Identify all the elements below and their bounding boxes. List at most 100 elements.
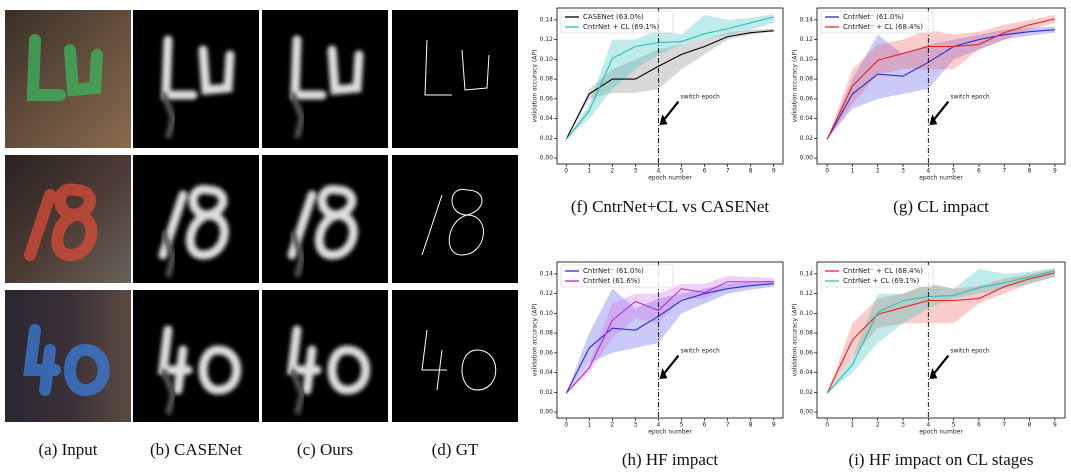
annotation-arrowhead (659, 368, 668, 379)
y-tick-label: 0.02 (800, 389, 814, 396)
y-tick-label: 0.12 (540, 290, 554, 297)
x-axis-label: epoch number (648, 429, 692, 436)
y-tick-label: 0.12 (540, 36, 554, 43)
legend-label: CntrNet⁻ (61.0%) (843, 13, 904, 21)
y-tick-label: 0.10 (540, 310, 554, 317)
x-tick-label: 1 (587, 168, 591, 175)
confidence-band (827, 14, 1055, 140)
y-tick-label: 0.00 (540, 409, 554, 416)
edge-map (392, 155, 518, 283)
annotation-arrow (662, 354, 680, 376)
legend-label: CntrNet + CL (69.1%) (843, 277, 920, 285)
y-tick-label: 0.08 (540, 76, 554, 83)
x-tick-label: 6 (977, 168, 981, 175)
series-line (826, 270, 1056, 394)
x-tick-label: 1 (851, 422, 855, 429)
legend-box (820, 10, 934, 34)
x-tick-label: 5 (952, 422, 956, 429)
y-tick-label: 0.06 (540, 95, 554, 102)
x-axis-label: epoch number (648, 175, 692, 182)
legend-box (560, 10, 674, 34)
x-tick-label: 9 (772, 422, 776, 429)
x-tick-label: 7 (1002, 168, 1006, 175)
y-tick-label: 0.04 (540, 369, 554, 376)
edge-noise (160, 91, 177, 139)
x-tick-label: 5 (952, 168, 956, 175)
edge-noise (289, 368, 306, 415)
confidence-band (566, 275, 774, 394)
edge-map (392, 10, 518, 148)
legend-label: CntrNet (61.6%) (583, 277, 640, 285)
edge-noise (289, 91, 306, 139)
y-tick-label: 0.04 (800, 369, 814, 376)
gt-outline (421, 329, 497, 391)
edge-map (392, 290, 518, 422)
label-overlay (23, 324, 110, 397)
confidence-band (827, 26, 1055, 140)
y-axis-label: validation accuracy (AP) (532, 50, 539, 123)
x-tick-label: 1 (587, 422, 591, 429)
y-tick-label: 0.00 (800, 409, 814, 416)
x-tick-label: 6 (977, 422, 981, 429)
x-tick-label: 0 (825, 422, 829, 429)
y-tick-label: 0.02 (800, 135, 814, 142)
plot-frame (556, 7, 784, 165)
edge-map (262, 290, 388, 422)
y-tick-label: 0.06 (800, 349, 814, 356)
y-tick-label: 0.00 (800, 155, 814, 162)
annotation-arrowhead (929, 368, 938, 379)
series-line (826, 29, 1055, 140)
gt-outline (424, 39, 490, 96)
y-tick-label: 0.06 (800, 95, 814, 102)
annotation: switch epoch (680, 93, 720, 100)
x-tick-label: 0 (564, 422, 568, 429)
y-tick-label: 0.02 (540, 135, 554, 142)
legend-box (560, 264, 674, 288)
x-tick-label: 5 (680, 422, 684, 429)
y-tick-label: 0.14 (540, 16, 554, 23)
legend-box (820, 264, 934, 288)
x-tick-label: 0 (564, 168, 568, 175)
x-tick-label: 3 (633, 168, 637, 175)
x-tick-label: 9 (1053, 168, 1057, 175)
annotation: switch epoch (950, 347, 990, 354)
chart-caption: (f) CntrNet+CL vs CASENet (571, 197, 770, 216)
x-axis-label: epoch number (919, 175, 963, 182)
x-tick-label: 8 (1028, 422, 1032, 429)
series-line (565, 281, 774, 394)
x-tick-label: 8 (1028, 168, 1032, 175)
y-tick-label: 0.02 (540, 389, 554, 396)
x-tick-label: 4 (926, 168, 930, 175)
confidence-band (566, 28, 774, 140)
legend-label: CntrNet⁻ + CL (68.4%) (843, 23, 923, 31)
x-tick-label: 2 (610, 168, 614, 175)
y-tick-label: 0.12 (800, 290, 814, 297)
chart-caption: (i) HF impact on CL stages (849, 450, 1034, 469)
annotation-arrowhead (659, 114, 668, 125)
confidence-band (827, 267, 1055, 394)
legend-label: CntrNet⁻ + CL (68.4%) (843, 267, 923, 275)
y-tick-label: 0.12 (800, 36, 814, 43)
x-tick-label: 8 (749, 422, 753, 429)
y-tick-label: 0.04 (540, 115, 554, 122)
x-tick-label: 7 (726, 422, 730, 429)
y-tick-label: 0.00 (540, 155, 554, 162)
x-tick-label: 3 (901, 168, 905, 175)
gt-outline (421, 189, 484, 256)
y-axis-label: validation accuracy (AP) (532, 304, 539, 377)
x-tick-label: 8 (749, 168, 753, 175)
label-overlay (26, 34, 103, 101)
series-line (826, 272, 1056, 394)
y-tick-label: 0.10 (540, 56, 554, 63)
x-tick-label: 2 (610, 422, 614, 429)
y-tick-label: 0.06 (540, 349, 554, 356)
y-tick-label: 0.08 (800, 76, 814, 83)
x-tick-label: 3 (901, 422, 905, 429)
x-tick-label: 2 (876, 168, 880, 175)
x-tick-label: 4 (657, 422, 661, 429)
panel-caption: (a) Input (38, 440, 97, 459)
label-overlay (24, 183, 98, 262)
panel-caption: (b) CASENet (150, 440, 242, 459)
y-tick-label: 0.08 (800, 330, 814, 337)
